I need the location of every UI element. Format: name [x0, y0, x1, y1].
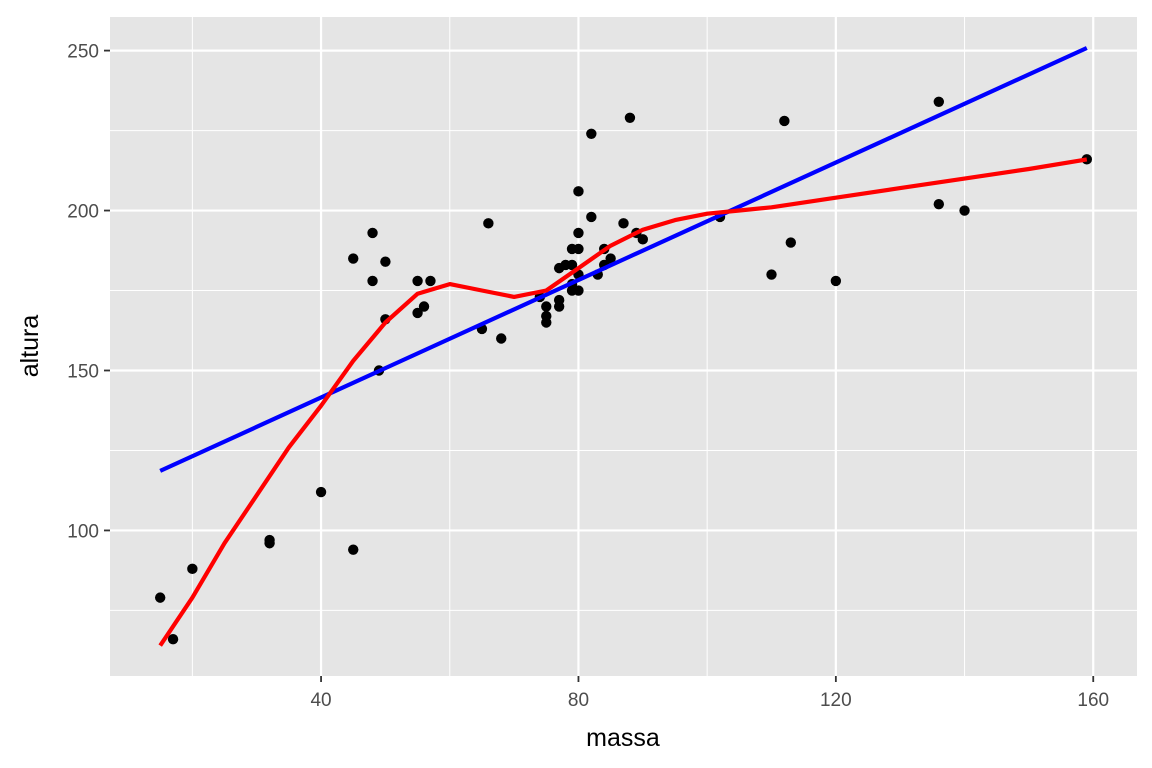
data-point — [541, 317, 552, 328]
x-tick-label: 160 — [1077, 690, 1109, 711]
x-tick-label: 120 — [820, 690, 852, 711]
data-point — [785, 237, 797, 248]
data-point — [573, 186, 584, 197]
x-axis-title: massa — [586, 724, 660, 752]
data-point — [566, 259, 578, 271]
data-point — [348, 253, 359, 264]
data-point — [412, 307, 423, 319]
data-point — [766, 269, 777, 280]
y-axis-title: altura — [16, 315, 44, 378]
data-point — [154, 592, 166, 603]
data-point — [187, 563, 198, 575]
data-point — [618, 218, 629, 229]
y-tick-label: 250 — [67, 42, 99, 63]
data-point — [380, 256, 391, 267]
data-point — [412, 275, 423, 287]
fit-lines — [158, 46, 1088, 647]
data-point — [496, 333, 507, 344]
data-point — [779, 115, 790, 127]
data-point — [637, 234, 649, 245]
linear-fit-line — [159, 46, 1088, 473]
y-axis: 100 150 200 250 — [67, 42, 110, 542]
x-axis: 40 80 120 160 — [310, 676, 1109, 711]
data-point — [586, 211, 597, 223]
data-point — [573, 227, 584, 239]
data-point — [553, 301, 565, 312]
data-point — [605, 253, 616, 264]
data-point — [541, 301, 552, 312]
panel-background — [110, 17, 1137, 676]
data-point — [933, 96, 945, 107]
data-point — [367, 227, 378, 239]
data-point — [418, 301, 430, 312]
data-point — [573, 243, 584, 255]
data-point — [959, 205, 970, 216]
data-point — [425, 275, 436, 287]
x-tick-label: 80 — [568, 690, 589, 711]
data-point — [573, 285, 584, 296]
y-tick-label: 150 — [67, 361, 99, 382]
data-point — [315, 486, 327, 498]
data-point — [367, 275, 378, 287]
grid-minor — [110, 17, 1137, 676]
data-point — [624, 112, 636, 123]
x-tick-label: 40 — [310, 690, 331, 711]
data-point — [586, 128, 597, 139]
y-tick-label: 200 — [67, 202, 99, 223]
y-tick-label: 100 — [67, 521, 99, 542]
data-point — [830, 275, 842, 287]
data-point — [348, 544, 359, 555]
data-point — [933, 198, 945, 210]
data-point — [483, 218, 494, 229]
data-point — [264, 538, 275, 549]
smooth-fit-line — [158, 157, 1088, 647]
data-point — [167, 634, 179, 645]
